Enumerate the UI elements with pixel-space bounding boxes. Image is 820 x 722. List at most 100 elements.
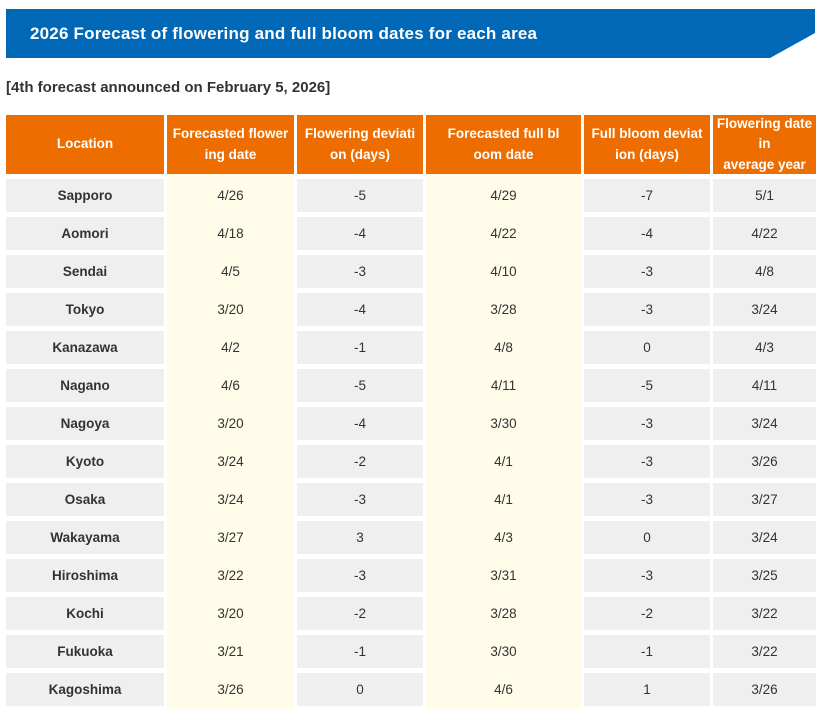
table-cell: -3	[584, 407, 710, 440]
table-cell: 4/3	[713, 331, 816, 364]
table-cell: -3	[584, 483, 710, 516]
table-cell: -1	[297, 635, 423, 668]
table-cell: -2	[584, 597, 710, 630]
table-cell: 4/11	[713, 369, 816, 402]
table-cell: -5	[297, 369, 423, 402]
table-cell: -4	[297, 407, 423, 440]
table-cell: -2	[297, 445, 423, 478]
table-cell: 4/8	[494, 340, 513, 355]
table-cell: 4/5	[221, 264, 240, 279]
table-cell: 4/11	[490, 378, 517, 393]
table-cell: 3/21	[217, 644, 244, 659]
table-cell: 3	[297, 521, 423, 554]
column-flowering-date-in-average-year: Flowering date in average year 5/1 4/22 4/8…	[713, 115, 816, 709]
row-label-nagoya: Nagoya	[6, 407, 164, 440]
table-cell: 1	[584, 673, 710, 706]
table-cell: 3/24	[713, 407, 816, 440]
table-cell: 0	[584, 521, 710, 554]
table-cell: 4/26	[217, 188, 244, 203]
row-label-kochi: Kochi	[6, 597, 164, 630]
column-header-full-bloom-deviation-days: Full bloom deviat ion (days)	[584, 115, 710, 174]
table-cell: 4/6	[494, 682, 513, 697]
column-forecasted-flowering-date: Forecasted flower ing date 4/26 4/18 4/5 3/2…	[167, 115, 294, 709]
row-label-kagoshima: Kagoshima	[6, 673, 164, 706]
row-label-fukuoka: Fukuoka	[6, 635, 164, 668]
table-cell: 4/1	[494, 492, 513, 507]
forecast-table: Location Sapporo Aomori Sendai Tokyo Kanazawa…	[6, 115, 816, 709]
table-cell: 3/28	[490, 606, 517, 621]
table-cell: -3	[584, 255, 710, 288]
table-cell: 3/24	[713, 521, 816, 554]
table-cell: 5/1	[713, 179, 816, 212]
table-cell: 3/22	[713, 635, 816, 668]
table-cell: -1	[584, 635, 710, 668]
table-cell: 3/20	[217, 302, 244, 317]
table-cell: 3/31	[490, 568, 517, 583]
table-cell: -4	[297, 293, 423, 326]
column-forecasted-full-bloom-date: Forecasted full bl oom date 4/29 4/22 4/10 3…	[426, 115, 581, 709]
row-label-sendai: Sendai	[6, 255, 164, 288]
table-cell: 3/20	[217, 606, 244, 621]
table-cell: -5	[584, 369, 710, 402]
row-label-kanazawa: Kanazawa	[6, 331, 164, 364]
row-label-sapporo: Sapporo	[6, 179, 164, 212]
table-cell: 3/24	[217, 492, 244, 507]
table-cell: 3/26	[713, 673, 816, 706]
column-location: Location Sapporo Aomori Sendai Tokyo Kanazawa…	[6, 115, 164, 709]
column-full-bloom-deviation-days: Full bloom deviat ion (days) -7 -4 -3 -3 0 -5 -…	[584, 115, 710, 709]
row-label-hiroshima: Hiroshima	[6, 559, 164, 592]
table-cell: 4/29	[490, 188, 517, 203]
table-cell: 4/18	[217, 226, 244, 241]
table-cell: 3/25	[713, 559, 816, 592]
table-cell: -3	[584, 293, 710, 326]
table-cell: -3	[584, 559, 710, 592]
forecast-announcement-text: [4th forecast announced on February 5, 2…	[6, 79, 331, 96]
table-cell: 4/1	[494, 454, 513, 469]
table-cell: 4/3	[494, 530, 513, 545]
table-cell: 4/22	[490, 226, 517, 241]
page: 2026 Forecast of flowering and full bloo…	[0, 9, 820, 709]
row-label-aomori: Aomori	[6, 217, 164, 250]
table-cell: -7	[584, 179, 710, 212]
column-header-location: Location	[6, 115, 164, 174]
table-cell: 3/22	[217, 568, 244, 583]
table-cell: -1	[297, 331, 423, 364]
table-cell: 4/10	[490, 264, 517, 279]
column-header-flowering-deviation-days: Flowering deviati on (days)	[297, 115, 423, 174]
column-header-flowering-date-in-average-year: Flowering date in average year	[713, 115, 816, 174]
column-header-forecasted-full-bloom-date: Forecasted full bl oom date	[426, 115, 581, 174]
table-cell: -3	[584, 445, 710, 478]
row-label-wakayama: Wakayama	[6, 521, 164, 554]
table-cell: -4	[584, 217, 710, 250]
table-cell: 4/8	[713, 255, 816, 288]
table-cell: 3/22	[713, 597, 816, 630]
title-banner: 2026 Forecast of flowering and full bloo…	[6, 9, 815, 58]
table-cell: 0	[584, 331, 710, 364]
table-cell: 4/2	[221, 340, 240, 355]
table-cell: 3/30	[490, 644, 517, 659]
table-cell: 3/27	[217, 530, 244, 545]
table-cell: 3/20	[217, 416, 244, 431]
table-cell: 3/28	[490, 302, 517, 317]
row-label-kyoto: Kyoto	[6, 445, 164, 478]
table-cell: 3/27	[713, 483, 816, 516]
table-cell: 3/24	[713, 293, 816, 326]
table-cell: -4	[297, 217, 423, 250]
table-cell: 4/6	[221, 378, 240, 393]
table-cell: -3	[297, 559, 423, 592]
table-cell: 4/22	[713, 217, 816, 250]
table-cell: 3/26	[713, 445, 816, 478]
table-cell: 3/24	[217, 454, 244, 469]
column-header-forecasted-flowering-date: Forecasted flower ing date	[167, 115, 294, 174]
table-cell: -2	[297, 597, 423, 630]
page-title: 2026 Forecast of flowering and full bloo…	[30, 23, 538, 43]
table-cell: 3/30	[490, 416, 517, 431]
row-label-osaka: Osaka	[6, 483, 164, 516]
row-label-tokyo: Tokyo	[6, 293, 164, 326]
row-label-nagano: Nagano	[6, 369, 164, 402]
table-cell: 0	[297, 673, 423, 706]
column-flowering-deviation-days: Flowering deviati on (days) -5 -4 -3 -4 -1 -5 -…	[297, 115, 423, 709]
table-cell: 3/26	[217, 682, 244, 697]
table-cell: -5	[297, 179, 423, 212]
table-cell: -3	[297, 255, 423, 288]
